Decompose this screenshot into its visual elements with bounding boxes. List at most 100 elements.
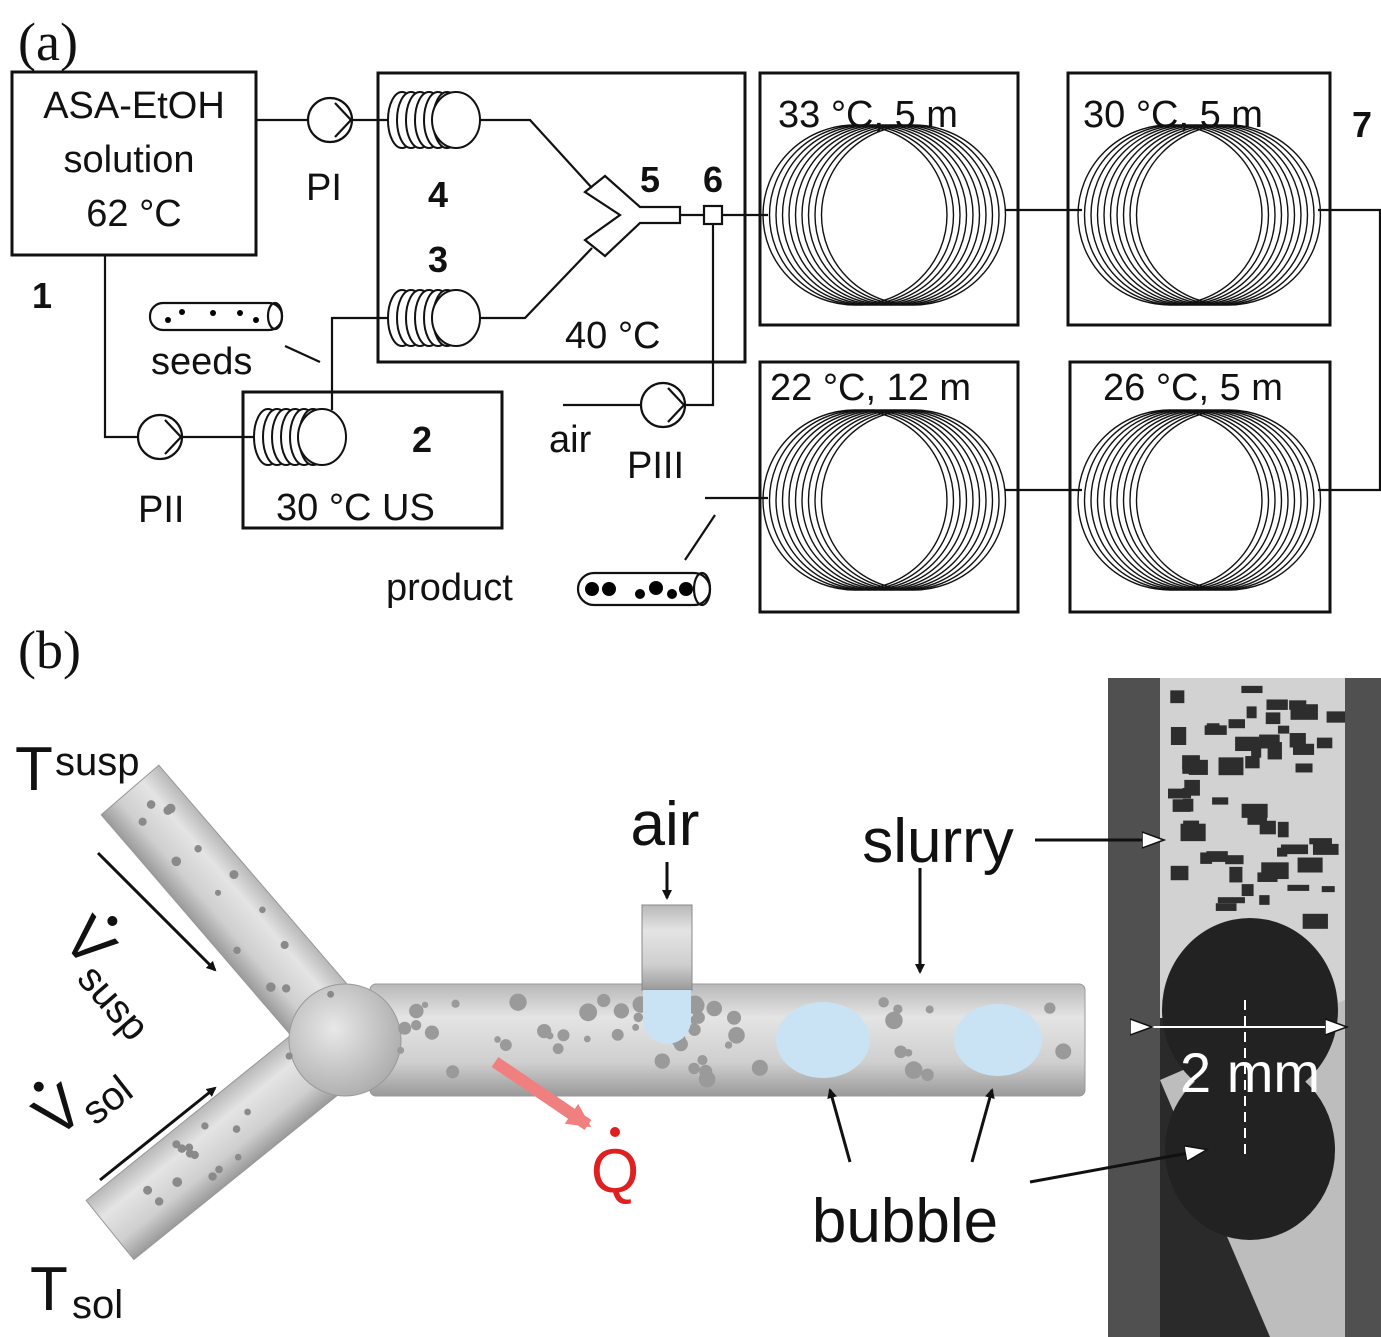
panel-label: (a): [18, 12, 78, 72]
product-tube: [578, 573, 710, 605]
y-mixer: [585, 176, 680, 256]
coil-turn: [1085, 410, 1269, 590]
coil-turn: [298, 409, 346, 465]
crystal: [1189, 760, 1208, 775]
coil-turn: [776, 410, 960, 590]
particle: [286, 1052, 293, 1059]
particle: [411, 1020, 421, 1030]
crystal: [1251, 740, 1261, 758]
coil-turn: [809, 410, 993, 590]
particle: [727, 1011, 741, 1025]
coil-turn: [822, 125, 1006, 305]
crystal: [1218, 897, 1245, 903]
micrograph: [1108, 678, 1381, 1337]
t-junction: [704, 206, 722, 224]
coil-turn: [1137, 410, 1321, 590]
symbol: T: [30, 1255, 68, 1324]
subscript: sol: [72, 1283, 123, 1327]
coil-turn: [1130, 410, 1314, 590]
particle: [409, 1004, 423, 1018]
particle: [327, 991, 334, 998]
coil-turn: [809, 125, 993, 305]
crystal: [1266, 712, 1281, 724]
particle: [655, 1053, 670, 1068]
bubble-label: bubble: [812, 1187, 998, 1256]
coil-turn: [1085, 125, 1269, 305]
particle: [885, 1012, 902, 1029]
particle: [494, 1036, 501, 1043]
particle: [259, 907, 266, 914]
coil-turn: [1111, 410, 1295, 590]
temperature-label: 30 °C US: [276, 487, 435, 529]
particle: [235, 1154, 242, 1161]
crystal: [1242, 884, 1254, 896]
crystal: [1322, 886, 1335, 892]
particle: [752, 1060, 768, 1076]
crystal: [1260, 821, 1276, 835]
coil-turn: [783, 410, 967, 590]
flow-label: V susp: [43, 903, 185, 1049]
scale-label: 2 mm: [1180, 1041, 1320, 1104]
particle: [537, 1024, 551, 1038]
particle: [579, 1003, 597, 1021]
pump: [138, 415, 182, 459]
coil-turn: [815, 410, 999, 590]
particle: [584, 1036, 591, 1043]
junction: [289, 984, 401, 1096]
crystal: [1225, 855, 1243, 864]
coil-turn: [1130, 125, 1314, 305]
crystal: [1257, 872, 1277, 882]
particle: [208, 1172, 216, 1180]
symbol: T: [15, 735, 53, 804]
crystal: [1296, 763, 1313, 772]
coil-turn: [1078, 125, 1262, 305]
feed-label: ASA-EtOH: [43, 85, 225, 127]
particle: [194, 845, 201, 852]
crystal: [1327, 711, 1345, 722]
coil-turn: [432, 92, 480, 148]
coil-turn: [1124, 410, 1308, 590]
pump-label: PI: [306, 167, 342, 209]
particle: [281, 941, 289, 949]
coil-label: 26 °C, 5 m: [1103, 367, 1283, 409]
crystal: [1212, 797, 1228, 804]
crystal: [1219, 757, 1244, 775]
particle: [266, 982, 275, 991]
product-label: product: [386, 567, 513, 609]
coil-turn: [763, 125, 947, 305]
crystal: [1170, 690, 1184, 703]
crystal: [1290, 733, 1306, 747]
crystal: [1229, 719, 1245, 728]
crystal: [1266, 699, 1287, 709]
pointer-line: [685, 515, 715, 560]
pump-label: PIII: [627, 445, 684, 487]
pump-label: PII: [138, 489, 184, 531]
particle: [894, 1045, 907, 1058]
number-label: 6: [703, 159, 723, 200]
crystal: [1287, 885, 1309, 891]
particle: [1055, 1043, 1071, 1059]
crystal: [1241, 686, 1262, 693]
panel-label: (b): [18, 620, 81, 680]
particle: [201, 1122, 208, 1129]
particle: [172, 1177, 182, 1187]
particle: [728, 1027, 745, 1044]
crystal: [1183, 799, 1194, 812]
particle: [500, 1039, 512, 1051]
number-label: 1: [32, 275, 52, 316]
particle: [612, 1029, 624, 1041]
panel-b: (b) 2 mm T susp T sol V susp V sol air s…: [15, 620, 1381, 1337]
particle: [178, 1144, 186, 1152]
crystal: [1313, 844, 1339, 855]
coil-label: 22 °C, 12 m: [770, 367, 971, 409]
crystal: [1245, 756, 1259, 768]
particle: [398, 1022, 411, 1035]
air-label: air: [549, 419, 592, 461]
particle: [614, 1003, 629, 1018]
coil-turn: [1091, 125, 1275, 305]
particle: [688, 1063, 699, 1074]
air-bubble: [643, 990, 691, 1044]
coil-turn: [770, 125, 954, 305]
crystal: [1303, 914, 1328, 929]
figure: (a) ASA-EtOH solution 62 °C 1 40 °C 30 °…: [0, 0, 1381, 1337]
